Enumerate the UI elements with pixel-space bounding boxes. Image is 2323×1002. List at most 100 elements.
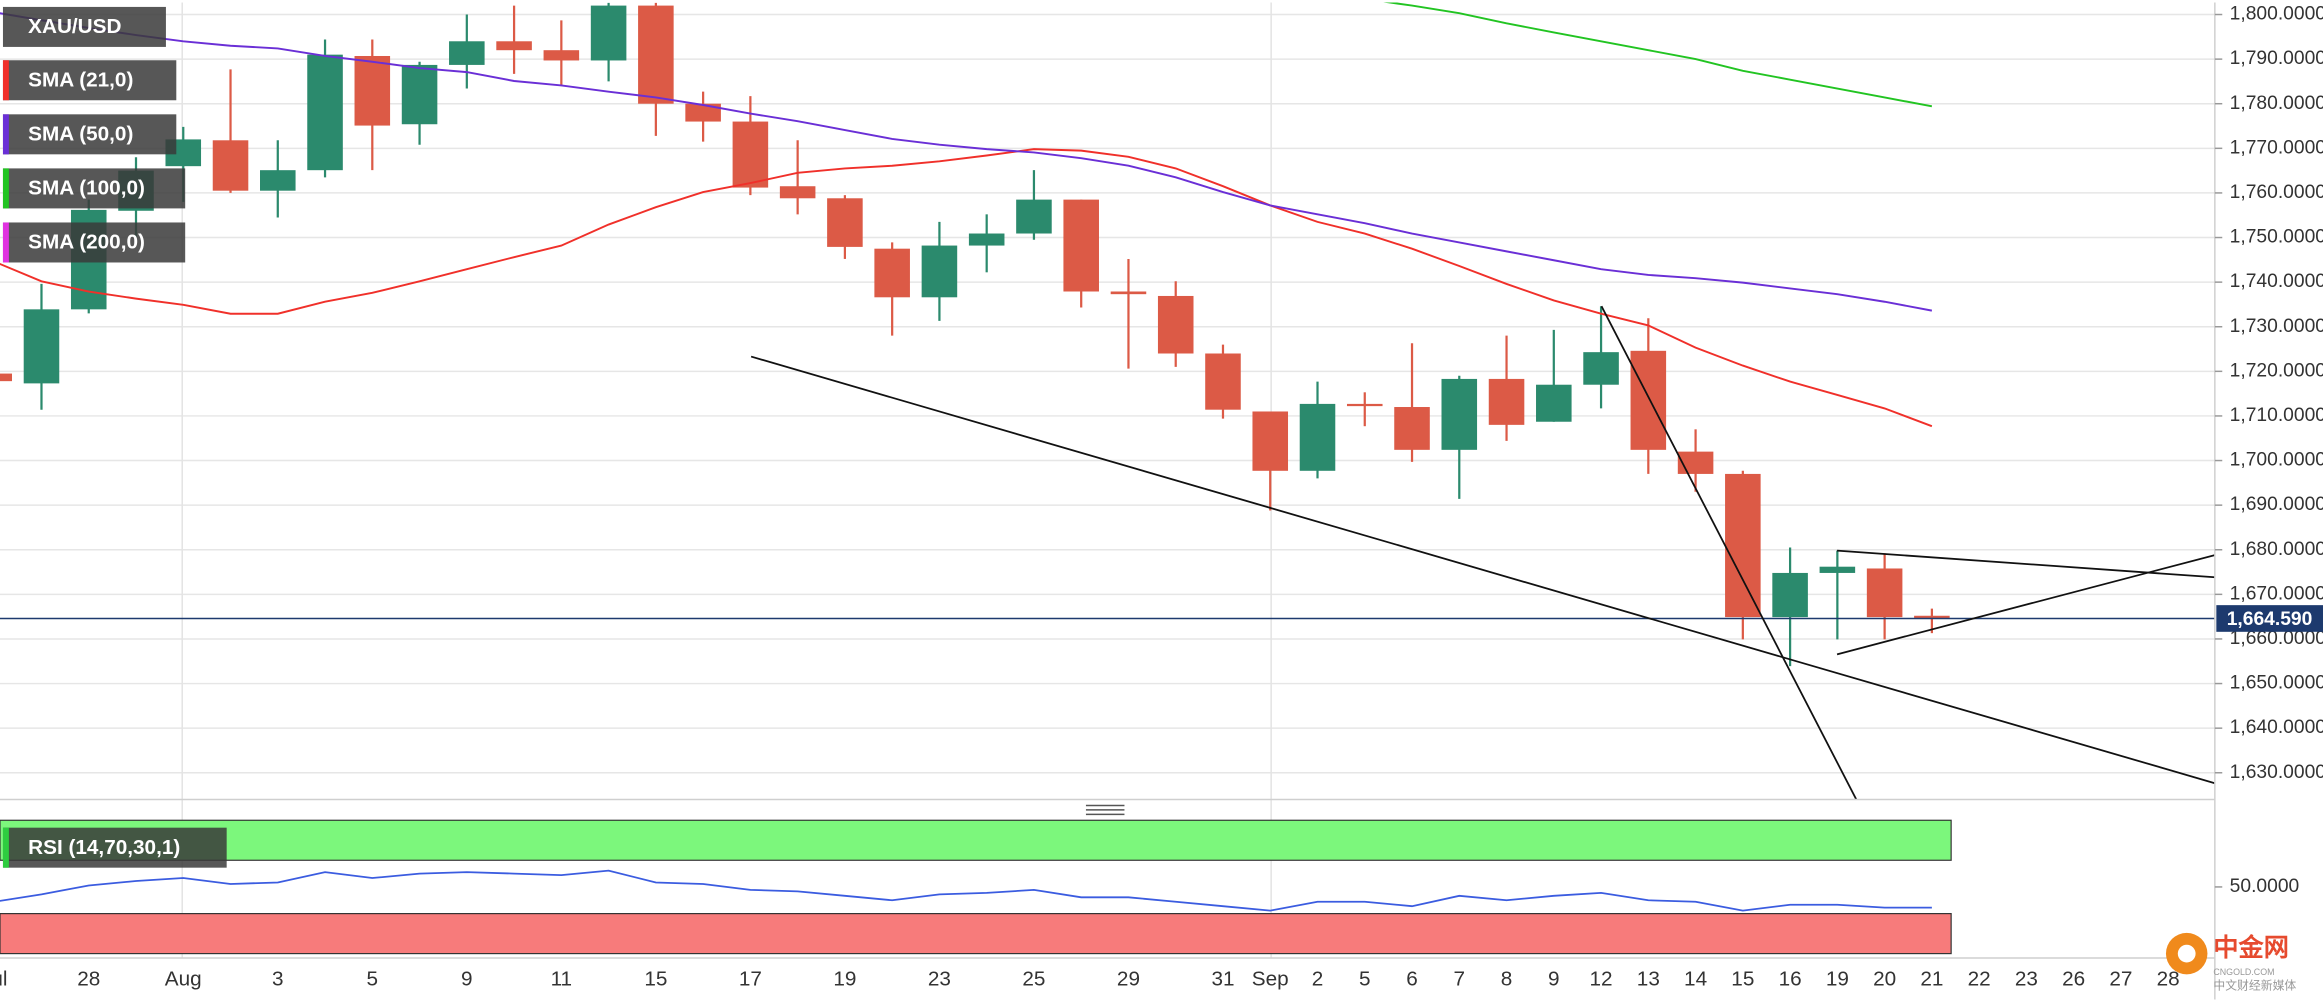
candle-body (1488, 378, 1525, 425)
candle-body (968, 233, 1005, 246)
candle-body (1252, 411, 1289, 471)
x-tick-label: 5 (1359, 968, 1371, 991)
legend-swatch (2, 827, 9, 868)
legend-swatch (2, 114, 9, 155)
last-price-box (2216, 605, 2323, 632)
candle-body (307, 54, 343, 171)
axis: 1,800.0000 1,790.0000 1,780.0000 1,770.0000… (0, 4, 2323, 991)
legend-box (2, 827, 227, 868)
y-tick-label: 1,630.0000 (2230, 762, 2323, 783)
brand-slogan: 中文财经新媒体 (2213, 978, 2296, 992)
symbol-label: XAU/USD (2, 6, 166, 47)
legend-box (2, 114, 177, 155)
y-tick-label: 1,740.0000 (2230, 271, 2323, 292)
legend-label: SMA (50,0) (28, 123, 133, 146)
legend-item: SMA (21,0) (2, 60, 177, 101)
x-tick-label: 22 (1968, 968, 1991, 991)
y-tick-label: 1,660.0000 (2230, 628, 2323, 649)
x-tick-label: 3 (272, 968, 284, 991)
y-tick-label: 1,790.0000 (2230, 48, 2323, 69)
candle-body (1536, 384, 1572, 422)
x-tick-label: 31 (1211, 968, 1234, 991)
y-tick-label: 1,800.0000 (2230, 4, 2323, 25)
candle-body (1063, 199, 1099, 292)
candle-body (638, 5, 674, 104)
x-tick-label: 13 (1637, 968, 1660, 991)
x-tick-label: 20 (1873, 968, 1896, 991)
x-tick-label: 2 (1312, 968, 1324, 991)
candle-body (1441, 378, 1478, 450)
x-tick-label: 11 (551, 968, 573, 991)
candle-body (449, 41, 485, 65)
x-tick-label: 29 (1117, 968, 1140, 991)
candle-body (212, 140, 249, 191)
x-tick-label: 6 (1406, 968, 1418, 991)
x-tick-label: 19 (1826, 968, 1849, 991)
x-tick-label: 23 (928, 968, 951, 991)
legend-label: XAU/USD (28, 15, 121, 38)
brand-logo (2177, 944, 2196, 963)
legend-item: SMA (50,0) (2, 114, 177, 155)
brand-site: CNGOLD.COM (2213, 967, 2274, 977)
y-tick-label: 1,640.0000 (2230, 717, 2323, 738)
candle-body (1866, 568, 1903, 618)
candle-body (496, 41, 532, 51)
legend-box (2, 222, 186, 263)
x-tick-label: 8 (1501, 968, 1513, 991)
rsi-plot (0, 869, 1932, 912)
candle-body (0, 373, 13, 382)
x-tick-label: 14 (1684, 968, 1707, 991)
y-tick-label: 1,760.0000 (2230, 182, 2323, 203)
legend-swatch (2, 60, 9, 101)
legend-box (2, 168, 186, 209)
trendline (1837, 549, 2215, 579)
y-tick-label: 1,700.0000 (2230, 450, 2323, 471)
candle-body (23, 309, 60, 384)
x-tick-label: 16 (1779, 968, 1802, 991)
candle-body (1677, 451, 1714, 474)
legend-item: SMA (100,0) (2, 168, 186, 209)
y-tick-label: 1,750.0000 (2230, 227, 2323, 248)
panel-handle[interactable] (1085, 804, 1125, 816)
candle-body (827, 198, 863, 247)
oversold-zone (0, 913, 1952, 955)
candle-body (779, 186, 816, 199)
candle-body (732, 121, 769, 188)
x-tick-label: 21 (1920, 968, 1943, 991)
y-tick-label: 1,670.0000 (2230, 583, 2323, 604)
x-tick-label: 15 (1731, 968, 1754, 991)
trendline (1600, 305, 1858, 800)
candle-body (921, 245, 958, 298)
x-tick-label: Sep (1252, 968, 1289, 991)
candle-body (1016, 199, 1052, 234)
legend-item: SMA (200,0) (2, 222, 186, 263)
x-tick-label: 7 (1454, 968, 1466, 991)
y-tick-label: 1,650.0000 (2230, 673, 2323, 694)
legend-label: RSI (14,70,30,1) (28, 836, 180, 859)
candle-body (590, 5, 627, 61)
legend-box (2, 60, 177, 101)
candle-body (1772, 572, 1808, 618)
x-tick-label: 28 (77, 968, 100, 991)
candle-body (260, 170, 296, 191)
candle-body (543, 50, 580, 61)
last-price-label: 1,664.590 (2227, 609, 2313, 630)
rsi-bands (0, 819, 1952, 955)
rsi-line (0, 869, 1932, 912)
x-tick-label: 15 (644, 968, 667, 991)
y-tick-label: 1,710.0000 (2230, 405, 2323, 426)
x-tick-label: 12 (1590, 968, 1613, 991)
candle-body (354, 55, 391, 126)
candle-body (1157, 295, 1194, 354)
rsi-tick-label: 50.0000 (2230, 876, 2300, 897)
x-tick-label: 9 (1548, 968, 1560, 991)
sma-line (1383, 2, 1933, 108)
y-tick-label: 1,730.0000 (2230, 316, 2323, 337)
candle-body (685, 103, 721, 122)
candle-body (1346, 403, 1383, 407)
candle-body (401, 64, 438, 125)
legend: XAU/USD SMA (21,0) SMA (50,0) SMA (100,0) SM… (2, 6, 227, 868)
candle-body (1630, 350, 1667, 450)
candle-body (1583, 352, 1619, 385)
